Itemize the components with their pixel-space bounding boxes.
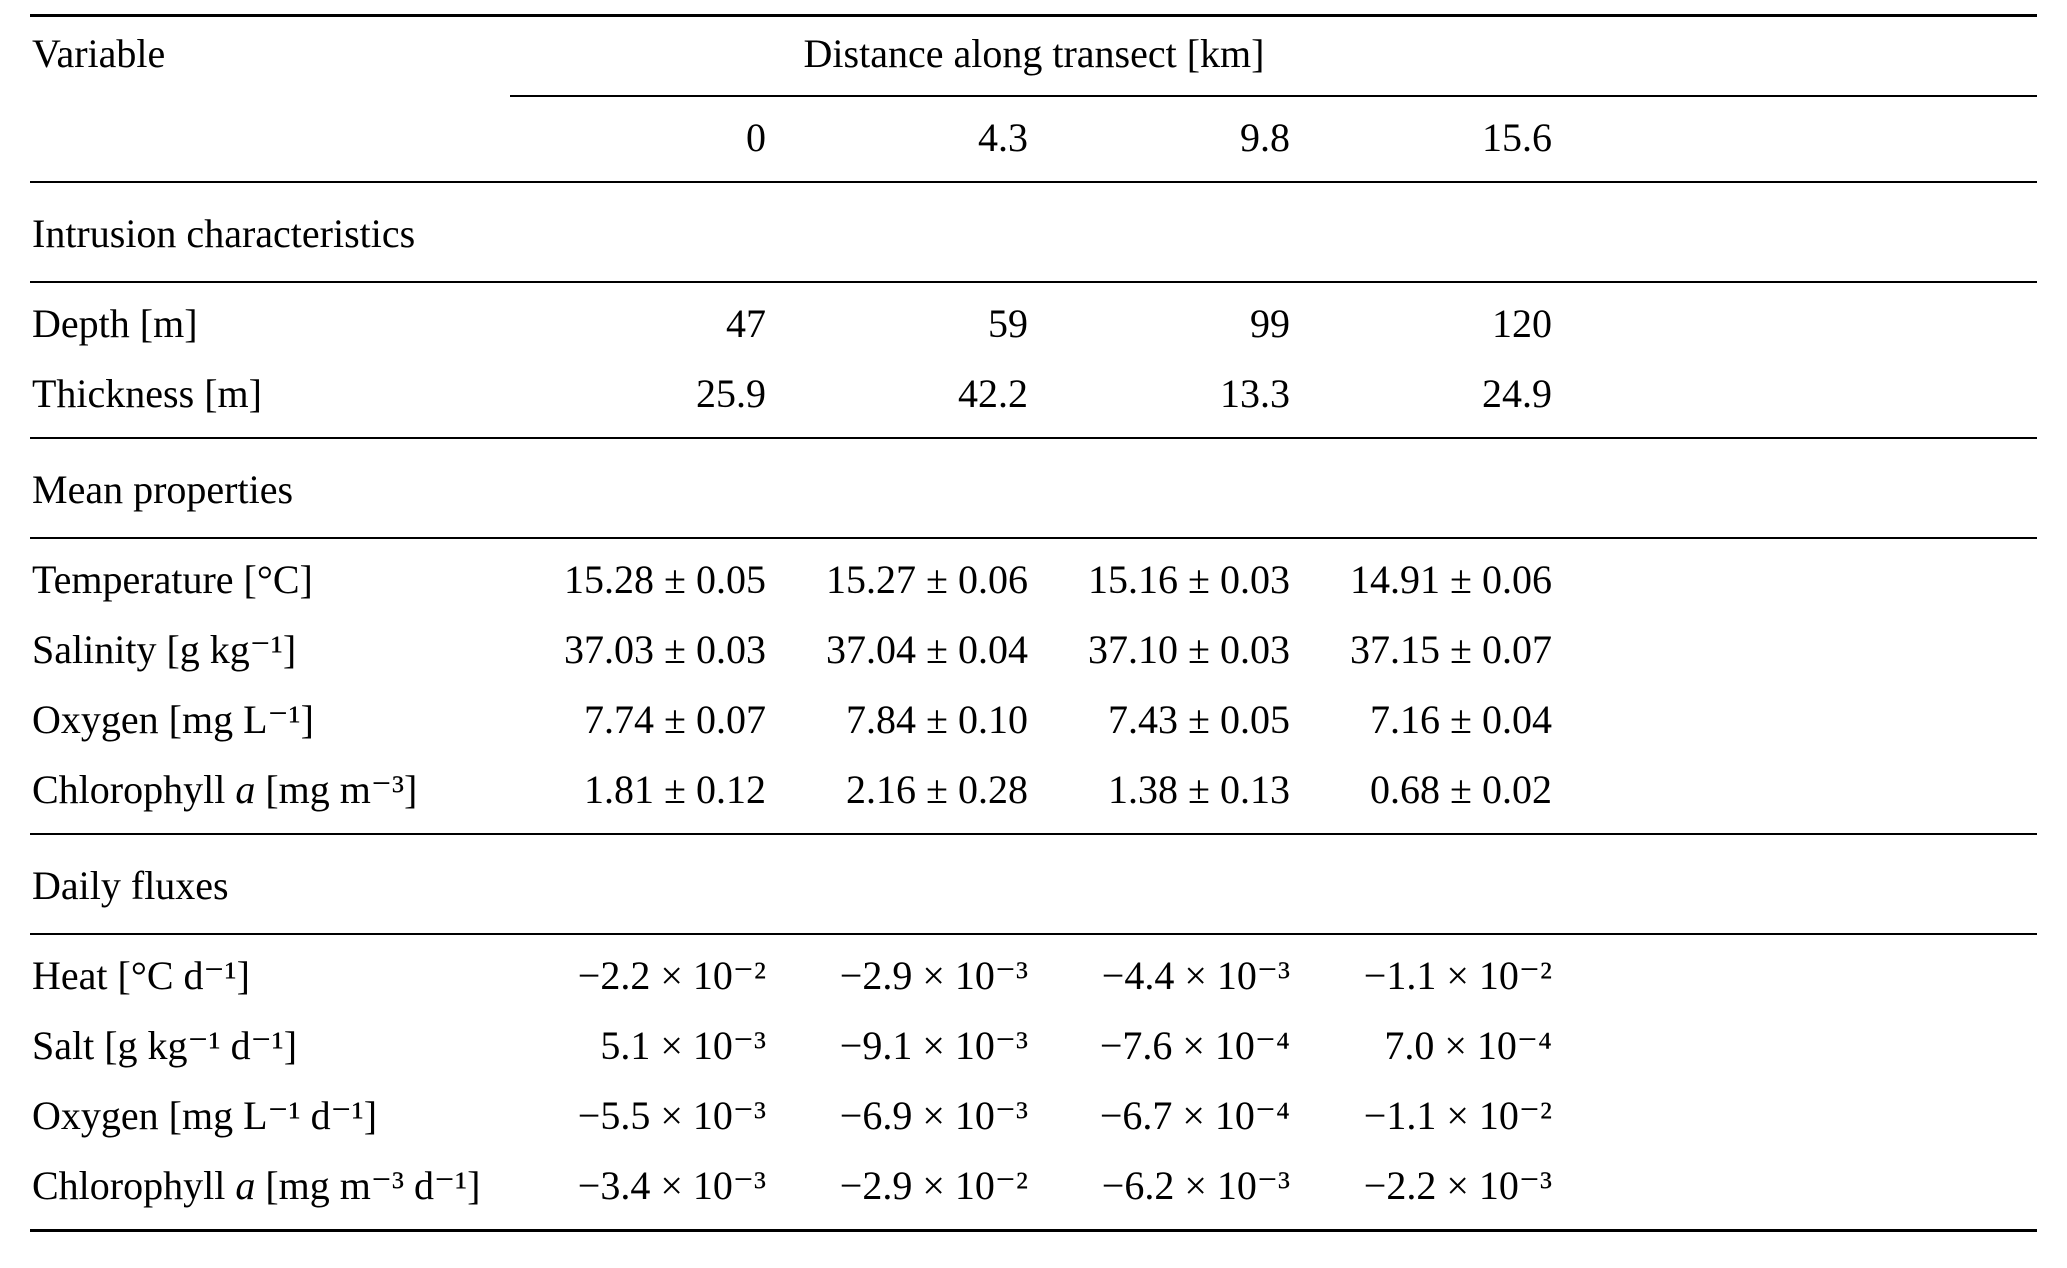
value-cell: 120 xyxy=(1492,301,1552,346)
row-label-text: [mg m⁻³ d⁻¹] xyxy=(255,1163,481,1208)
value-cell: 15.28 ± 0.05 xyxy=(564,557,766,602)
row-label: Salt [g kg⁻¹ d⁻¹] xyxy=(32,1023,298,1068)
row-label: Chlorophyll a [mg m⁻³] xyxy=(30,755,510,835)
filler-cell xyxy=(1558,1081,2037,1151)
header-row: Variable Distance along transect [km] xyxy=(30,15,2037,97)
filler-cell xyxy=(1558,1011,2037,1081)
value-cell: 1.81 ± 0.12 xyxy=(510,755,772,835)
row-label: Chlorophyll a [mg m⁻³ d⁻¹] xyxy=(30,1151,510,1232)
transect-table: Variable Distance along transect [km] 0 … xyxy=(30,14,2037,1232)
value-cell: 37.03 ± 0.03 xyxy=(564,627,766,672)
value-cell: −5.5 × 10⁻³ xyxy=(577,1093,766,1138)
table-row-chlorophyll-flux: Chlorophyll a [mg m⁻³ d⁻¹] −3.4 × 10⁻³ −… xyxy=(30,1151,2037,1232)
table-row-oxygen: Oxygen [mg L⁻¹] 7.74 ± 0.07 7.84 ± 0.10 … xyxy=(30,685,2037,755)
value-cell: −6.7 × 10⁻⁴ xyxy=(1099,1093,1290,1138)
value-cell: 5.1 × 10⁻³ xyxy=(600,1023,766,1068)
row-label-italic: a xyxy=(235,767,256,812)
column-group-header: Distance along transect [km] xyxy=(510,15,1558,97)
page: Variable Distance along transect [km] 0 … xyxy=(30,14,2037,1232)
row-label: Oxygen [mg L⁻¹] xyxy=(32,697,314,742)
section-title: Intrusion characteristics xyxy=(30,182,2037,283)
filler-cell xyxy=(1558,15,2037,97)
column-header-distance-3: 15.6 xyxy=(1296,96,1558,183)
section-title: Mean properties xyxy=(30,438,2037,539)
subheader-row: 0 4.3 9.8 15.6 xyxy=(30,96,2037,183)
value-cell: 15.16 ± 0.03 xyxy=(1088,557,1290,602)
value-cell: 7.16 ± 0.04 xyxy=(1370,697,1552,742)
value-cell: 25.9 xyxy=(510,359,772,439)
value-cell: 37.10 ± 0.03 xyxy=(1088,627,1290,672)
filler-cell xyxy=(1558,685,2037,755)
value-cell: 59 xyxy=(988,301,1028,346)
value-cell: 47 xyxy=(726,301,766,346)
value-cell: 2.16 ± 0.28 xyxy=(772,755,1034,835)
value-cell: 42.2 xyxy=(772,359,1034,439)
value-cell: 37.04 ± 0.04 xyxy=(826,627,1028,672)
value-cell: −7.6 × 10⁻⁴ xyxy=(1099,1023,1290,1068)
value-cell: 7.0 × 10⁻⁴ xyxy=(1384,1023,1552,1068)
row-label-text: [mg m⁻³] xyxy=(255,767,418,812)
value-cell: −2.2 × 10⁻² xyxy=(577,953,766,998)
value-cell: 0.68 ± 0.02 xyxy=(1296,755,1558,835)
column-header-distance-1: 4.3 xyxy=(772,96,1034,183)
row-label: Salinity [g kg⁻¹] xyxy=(32,627,297,672)
column-header-distance-2: 9.8 xyxy=(1034,96,1296,183)
value-cell: 7.74 ± 0.07 xyxy=(584,697,766,742)
table-row-temperature: Temperature [°C] 15.28 ± 0.05 15.27 ± 0.… xyxy=(30,538,2037,615)
row-label: Thickness [m] xyxy=(30,359,510,439)
value-cell: 1.38 ± 0.13 xyxy=(1034,755,1296,835)
section-title: Daily fluxes xyxy=(30,834,2037,935)
section-header-row: Mean properties xyxy=(30,438,2037,539)
empty-cell xyxy=(30,96,510,183)
section-header-row: Daily fluxes xyxy=(30,834,2037,935)
row-label-text: Chlorophyll xyxy=(32,1163,236,1208)
value-cell: −6.2 × 10⁻³ xyxy=(1034,1151,1296,1232)
row-label: Heat [°C d⁻¹] xyxy=(32,953,250,998)
filler-cell xyxy=(1558,1151,2037,1232)
table-row-oxygen-flux: Oxygen [mg L⁻¹ d⁻¹] −5.5 × 10⁻³ −6.9 × 1… xyxy=(30,1081,2037,1151)
column-header-variable: Variable xyxy=(32,31,166,76)
value-cell: 99 xyxy=(1250,301,1290,346)
value-cell: −2.9 × 10⁻² xyxy=(772,1151,1034,1232)
value-cell: −9.1 × 10⁻³ xyxy=(839,1023,1028,1068)
value-cell: 24.9 xyxy=(1296,359,1558,439)
filler-cell xyxy=(1558,755,2037,835)
row-label-italic: a xyxy=(235,1163,256,1208)
filler-cell xyxy=(1558,934,2037,1011)
table-row-salt-flux: Salt [g kg⁻¹ d⁻¹] 5.1 × 10⁻³ −9.1 × 10⁻³… xyxy=(30,1011,2037,1081)
value-cell: 14.91 ± 0.06 xyxy=(1350,557,1552,602)
value-cell: −6.9 × 10⁻³ xyxy=(839,1093,1028,1138)
table-row-chlorophyll: Chlorophyll a [mg m⁻³] 1.81 ± 0.12 2.16 … xyxy=(30,755,2037,835)
table-row-heat-flux: Heat [°C d⁻¹] −2.2 × 10⁻² −2.9 × 10⁻³ −4… xyxy=(30,934,2037,1011)
row-label-text: Chlorophyll xyxy=(32,767,236,812)
value-cell: −4.4 × 10⁻³ xyxy=(1101,953,1290,998)
row-label: Depth [m] xyxy=(32,301,198,346)
table-row-thickness: Thickness [m] 25.9 42.2 13.3 24.9 xyxy=(30,359,2037,439)
value-cell: 7.43 ± 0.05 xyxy=(1108,697,1290,742)
row-label: Temperature [°C] xyxy=(32,557,313,602)
value-cell: −3.4 × 10⁻³ xyxy=(510,1151,772,1232)
value-cell: −1.1 × 10⁻² xyxy=(1363,1093,1552,1138)
value-cell: 37.15 ± 0.07 xyxy=(1350,627,1552,672)
value-cell: −2.2 × 10⁻³ xyxy=(1296,1151,1558,1232)
value-cell: −1.1 × 10⁻² xyxy=(1363,953,1552,998)
section-header-row: Intrusion characteristics xyxy=(30,182,2037,283)
table-row-salinity: Salinity [g kg⁻¹] 37.03 ± 0.03 37.04 ± 0… xyxy=(30,615,2037,685)
filler-cell xyxy=(1558,96,2037,183)
table-row-depth: Depth [m] 47 59 99 120 xyxy=(30,282,2037,359)
column-header-distance-0: 0 xyxy=(510,96,772,183)
filler-cell xyxy=(1558,538,2037,615)
filler-cell xyxy=(1558,615,2037,685)
value-cell: 7.84 ± 0.10 xyxy=(846,697,1028,742)
value-cell: −2.9 × 10⁻³ xyxy=(839,953,1028,998)
value-cell: 13.3 xyxy=(1034,359,1296,439)
filler-cell xyxy=(1558,359,2037,439)
value-cell: 15.27 ± 0.06 xyxy=(826,557,1028,602)
row-label: Oxygen [mg L⁻¹ d⁻¹] xyxy=(32,1093,378,1138)
filler-cell xyxy=(1558,282,2037,359)
